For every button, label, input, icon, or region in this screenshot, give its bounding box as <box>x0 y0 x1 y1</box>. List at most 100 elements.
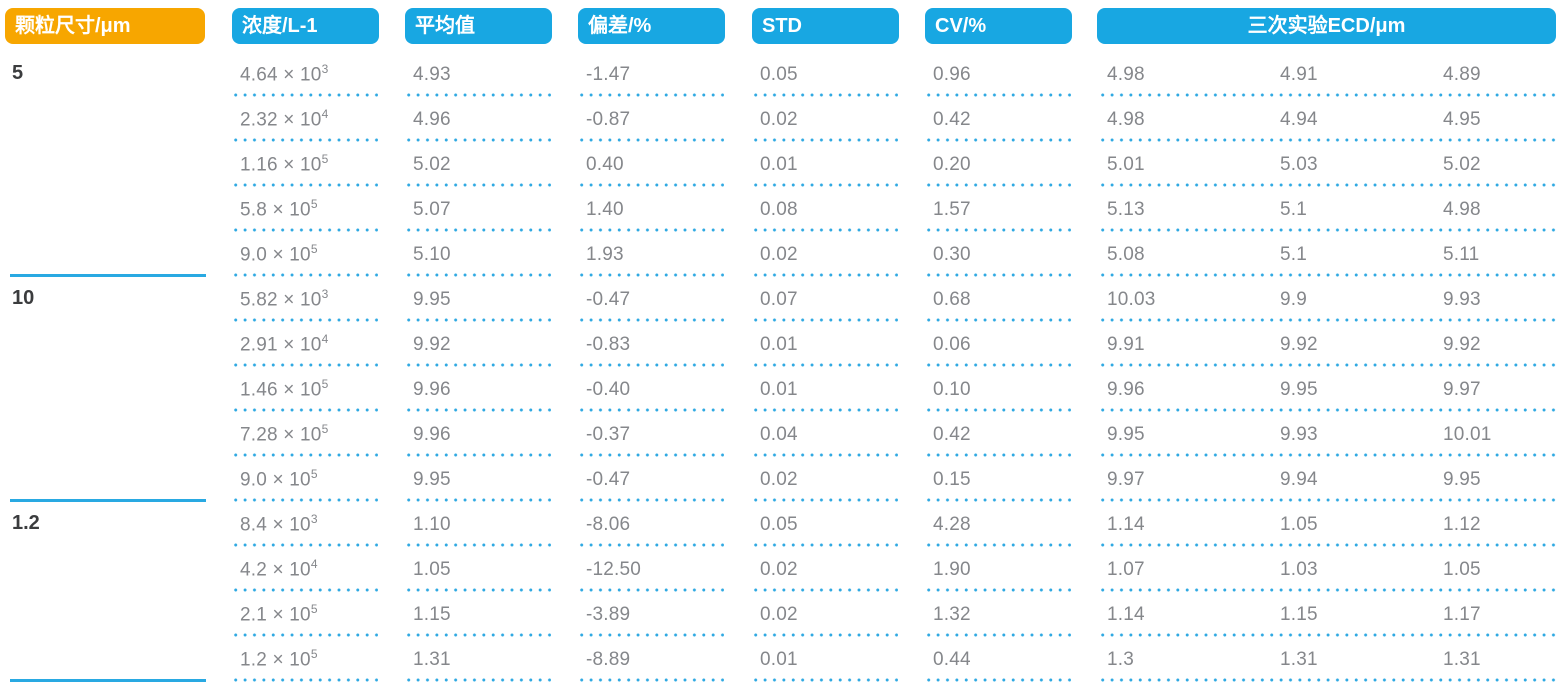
cell-mean: 4.93 <box>403 52 576 97</box>
table-row: 1.46 × 105 9.96 -0.40 0.01 0.10 9.96 9.95… <box>230 367 1564 412</box>
cell-concentration: 4.64 × 103 <box>230 52 403 97</box>
size-label: 1.2 <box>12 512 40 534</box>
cell-deviation: 0.40 <box>576 142 750 187</box>
exponent: 5 <box>321 422 329 437</box>
cell-mean: 5.10 <box>403 232 576 277</box>
size-group-5: 5 4.64 × 103 4.93 -1.47 0.05 0.96 4.98 4.… <box>0 52 1564 277</box>
cell-deviation: 1.40 <box>576 187 750 232</box>
cell-mean: 9.92 <box>403 322 576 367</box>
cell-deviation: -12.50 <box>576 547 750 592</box>
table-row: 2.1 × 105 1.15 -3.89 0.02 1.32 1.14 1.15 1… <box>230 592 1564 637</box>
exponent: 5 <box>310 602 318 617</box>
cell-concentration: 5.8 × 105 <box>230 187 403 232</box>
cell-cv: 0.15 <box>923 457 1097 502</box>
cell-std: 0.05 <box>750 502 923 547</box>
size-cell: 1.2 <box>0 502 230 682</box>
cell-cv: 0.96 <box>923 52 1097 97</box>
size-cell: 10 <box>0 277 230 502</box>
size-group-1-2: 1.2 8.4 × 103 1.10 -8.06 0.05 4.28 1.14 1… <box>0 502 1564 682</box>
cell-ecd-triplet: 9.97 9.94 9.95 <box>1097 457 1564 502</box>
cell-std: 0.02 <box>750 232 923 277</box>
cell-cv: 0.20 <box>923 142 1097 187</box>
cell-deviation: -3.89 <box>576 592 750 637</box>
exponent: 5 <box>321 377 329 392</box>
cell-deviation: 1.93 <box>576 232 750 277</box>
size-label: 5 <box>12 62 24 84</box>
exponent: 3 <box>321 287 329 302</box>
cell-ecd-triplet: 5.13 5.1 4.98 <box>1097 187 1564 232</box>
size-label: 10 <box>12 287 35 309</box>
header-badge-particle-size: 颗粒尺寸/μm <box>5 8 205 44</box>
exponent: 4 <box>321 332 329 347</box>
group-divider-line <box>10 499 206 502</box>
cell-mean: 1.10 <box>403 502 576 547</box>
cell-ecd-triplet: 5.01 5.03 5.02 <box>1097 142 1564 187</box>
cell-cv: 1.57 <box>923 187 1097 232</box>
cell-cv: 0.68 <box>923 277 1097 322</box>
cell-deviation: -0.83 <box>576 322 750 367</box>
cell-cv: 0.42 <box>923 97 1097 142</box>
cell-ecd-triplet: 1.07 1.03 1.05 <box>1097 547 1564 592</box>
cell-std: 0.01 <box>750 637 923 682</box>
cell-deviation: -0.87 <box>576 97 750 142</box>
header-badge-cv: CV/% <box>925 8 1072 44</box>
table-row: 5.82 × 103 9.95 -0.47 0.07 0.68 10.03 9.9… <box>230 277 1564 322</box>
cell-ecd-triplet: 1.14 1.15 1.17 <box>1097 592 1564 637</box>
cell-cv: 0.10 <box>923 367 1097 412</box>
exponent: 5 <box>310 197 318 212</box>
table-header-row: 颗粒尺寸/μm 浓度/L-1 平均值 偏差/% STD CV/% 三次实验ECD… <box>0 0 1564 44</box>
cell-deviation: -8.89 <box>576 637 750 682</box>
cell-mean: 9.95 <box>403 457 576 502</box>
cell-cv: 1.90 <box>923 547 1097 592</box>
cell-ecd-triplet: 9.95 9.93 10.01 <box>1097 412 1564 457</box>
cell-concentration: 1.16 × 105 <box>230 142 403 187</box>
table-row: 9.0 × 105 5.10 1.93 0.02 0.30 5.08 5.1 5.1… <box>230 232 1564 277</box>
cell-deviation: -0.40 <box>576 367 750 412</box>
cell-std: 0.01 <box>750 322 923 367</box>
cell-cv: 0.30 <box>923 232 1097 277</box>
header-badge-std: STD <box>752 8 899 44</box>
exponent: 4 <box>321 107 329 122</box>
cell-ecd-triplet: 10.03 9.9 9.93 <box>1097 277 1564 322</box>
cell-deviation: -0.37 <box>576 412 750 457</box>
table-row: 2.32 × 104 4.96 -0.87 0.02 0.42 4.98 4.94… <box>230 97 1564 142</box>
group-divider-line <box>10 274 206 277</box>
group-divider-line <box>10 679 206 682</box>
cell-std: 0.02 <box>750 547 923 592</box>
cell-deviation: -0.47 <box>576 457 750 502</box>
size-group-10: 10 5.82 × 103 9.95 -0.47 0.07 0.68 10.03… <box>0 277 1564 502</box>
cell-concentration: 2.32 × 104 <box>230 97 403 142</box>
cell-cv: 1.32 <box>923 592 1097 637</box>
table-row: 9.0 × 105 9.95 -0.47 0.02 0.15 9.97 9.94 9… <box>230 457 1564 502</box>
cell-mean: 5.02 <box>403 142 576 187</box>
exponent: 5 <box>310 647 318 662</box>
cell-std: 0.02 <box>750 457 923 502</box>
cell-ecd-triplet: 1.3 1.31 1.31 <box>1097 637 1564 682</box>
cell-mean: 4.96 <box>403 97 576 142</box>
cell-mean: 5.07 <box>403 187 576 232</box>
cell-concentration: 2.1 × 105 <box>230 592 403 637</box>
cell-cv: 0.42 <box>923 412 1097 457</box>
cell-cv: 0.06 <box>923 322 1097 367</box>
header-badge-deviation: 偏差/% <box>578 8 725 44</box>
cell-std: 0.02 <box>750 592 923 637</box>
cell-cv: 0.44 <box>923 637 1097 682</box>
cell-std: 0.01 <box>750 142 923 187</box>
table-row: 4.64 × 103 4.93 -1.47 0.05 0.96 4.98 4.91… <box>230 52 1564 97</box>
cell-std: 0.02 <box>750 97 923 142</box>
cell-concentration: 2.91 × 104 <box>230 322 403 367</box>
cell-ecd-triplet: 4.98 4.94 4.95 <box>1097 97 1564 142</box>
cell-concentration: 5.82 × 103 <box>230 277 403 322</box>
table-row: 8.4 × 103 1.10 -8.06 0.05 4.28 1.14 1.05 1… <box>230 502 1564 547</box>
cell-mean: 9.96 <box>403 412 576 457</box>
cell-concentration: 8.4 × 103 <box>230 502 403 547</box>
exponent: 5 <box>310 242 318 257</box>
cell-cv: 4.28 <box>923 502 1097 547</box>
cell-concentration: 7.28 × 105 <box>230 412 403 457</box>
size-cell: 5 <box>0 52 230 277</box>
table-row: 4.2 × 104 1.05 -12.50 0.02 1.90 1.07 1.03… <box>230 547 1564 592</box>
cell-deviation: -8.06 <box>576 502 750 547</box>
cell-std: 0.08 <box>750 187 923 232</box>
exponent: 3 <box>321 62 329 77</box>
